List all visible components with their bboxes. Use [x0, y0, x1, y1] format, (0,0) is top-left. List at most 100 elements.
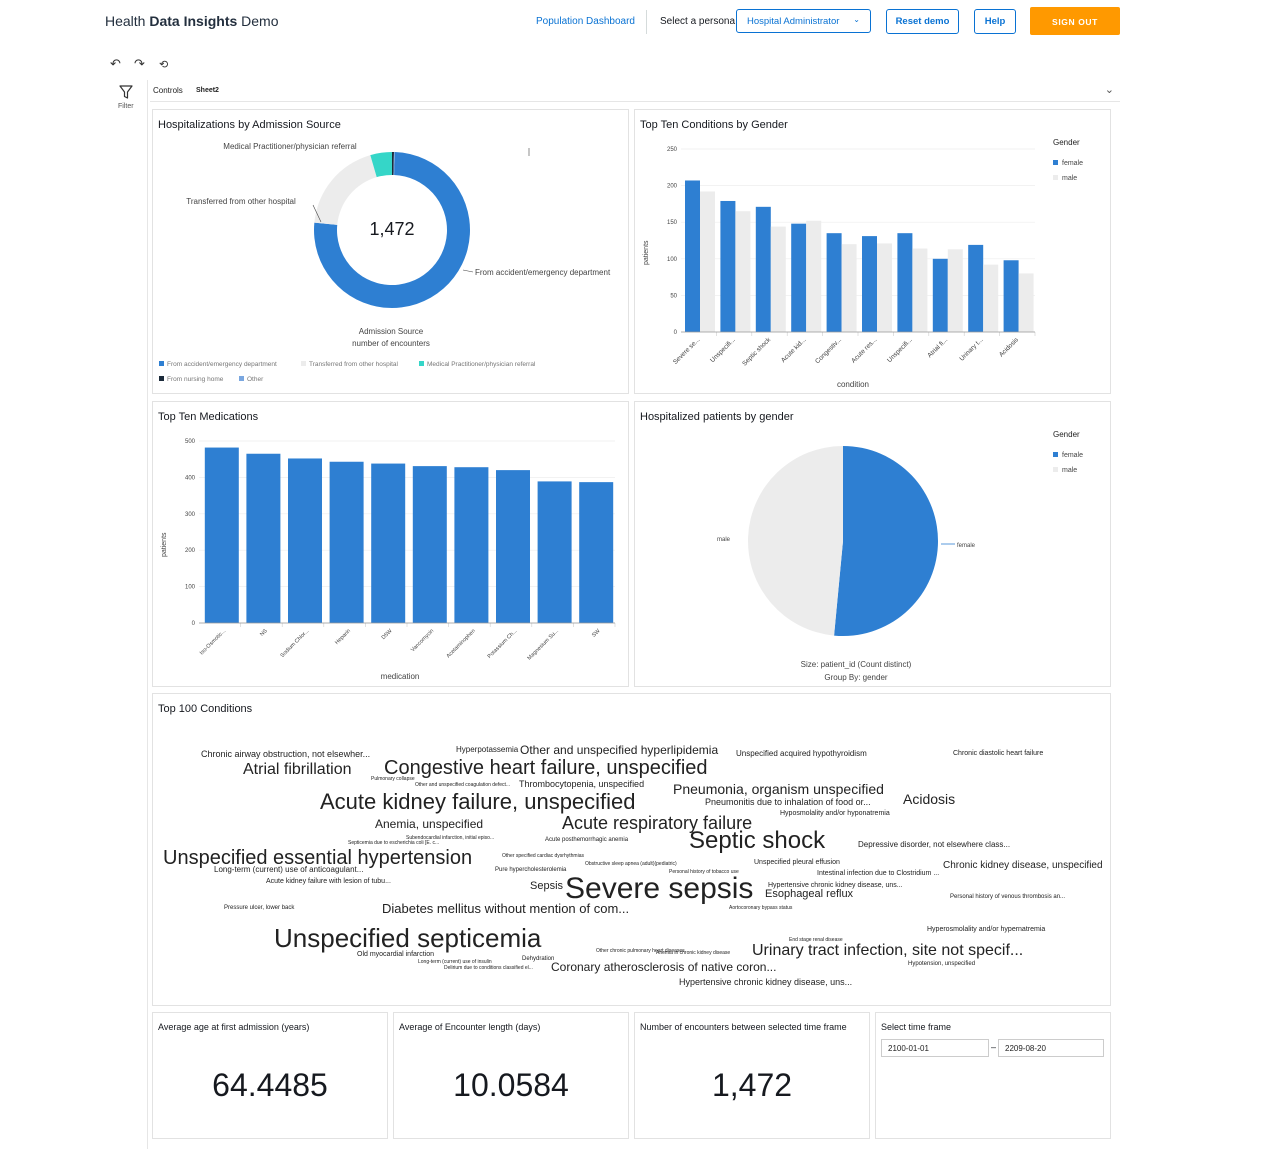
bar-female[interactable] [968, 244, 984, 332]
bar-female[interactable] [897, 233, 913, 332]
word-cloud-term[interactable]: Delirium due to conditions classified el… [444, 965, 533, 971]
medication-bar[interactable] [246, 453, 281, 623]
bar-female[interactable] [1003, 260, 1019, 332]
bar-male[interactable] [770, 226, 786, 332]
start-date-field[interactable]: 2100-01-01 [881, 1039, 989, 1057]
bar-female[interactable] [932, 258, 948, 332]
word-cloud-term[interactable]: Septic shock [689, 827, 826, 854]
donut-slice[interactable] [314, 155, 377, 225]
word-cloud-term[interactable]: Subendocardial infarction, initial episo… [406, 835, 495, 841]
bar-female[interactable] [755, 206, 771, 332]
redo-icon[interactable]: ↷ [134, 56, 145, 71]
medication-bar[interactable] [496, 470, 530, 623]
medication-bar[interactable] [454, 467, 489, 623]
word-cloud-term[interactable]: Hypertensive chronic kidney disease, uns… [679, 977, 853, 987]
word-cloud-term[interactable]: Diabetes mellitus without mention of com… [382, 901, 630, 916]
word-cloud-term[interactable]: Unspecified essential hypertension [163, 847, 473, 869]
word-cloud-term[interactable]: Urinary tract infection, site not specif… [752, 942, 1024, 959]
bar-male[interactable] [983, 264, 999, 332]
donut-slice[interactable] [370, 152, 392, 178]
bar-male[interactable] [1018, 273, 1034, 332]
bar-female[interactable] [862, 236, 877, 332]
filter-icon[interactable] [118, 84, 134, 100]
persona-select[interactable]: Hospital Administrator ⌄ [736, 9, 871, 33]
word-cloud-term[interactable]: Personal history of tobacco use [669, 869, 739, 875]
word-cloud-term[interactable]: Hyperosmolality and/or hypernatremia [927, 926, 1046, 933]
word-cloud-term[interactable]: Acute kidney failure with lesion of tubu… [266, 878, 391, 885]
medication-bar[interactable] [329, 461, 364, 623]
word-cloud-term[interactable]: Acidosis [903, 791, 956, 807]
donut-slice[interactable] [392, 152, 394, 176]
medication-bar[interactable] [537, 481, 572, 623]
word-cloud-term[interactable]: Hypotension, unspecified [908, 961, 976, 967]
word-cloud-term[interactable]: Unspecified pleural effusion [754, 859, 840, 866]
word-cloud-term[interactable]: Old myocardial infarction [357, 951, 435, 958]
word-cloud-term[interactable]: Other and unspecified hyperlipidemia [520, 743, 719, 757]
word-cloud-term[interactable]: Pulmonary collapse [371, 776, 415, 782]
reset-demo-button[interactable]: Reset demo [886, 9, 959, 34]
word-cloud-term[interactable]: Anemia in chronic kidney disease [656, 950, 731, 956]
word-cloud-term[interactable]: Unspecified septicemia [274, 923, 542, 953]
undo-icon[interactable]: ↶ [110, 56, 121, 71]
word-cloud-term[interactable]: Thrombocytopenia, unspecified [519, 779, 645, 789]
word-cloud-term[interactable]: Congestive heart failure, unspecified [384, 757, 708, 779]
word-cloud-term[interactable]: Sepsis [530, 880, 564, 892]
word-cloud-term[interactable]: Personal history of venous thrombosis an… [950, 894, 1066, 900]
word-cloud-term[interactable]: Dehydration [522, 956, 555, 962]
tab-controls[interactable]: Controls [153, 86, 183, 95]
tab-sheet2[interactable]: Sheet2 [196, 87, 219, 94]
word-cloud-term[interactable]: Chronic kidney disease, unspecified [943, 860, 1103, 871]
population-dashboard-link[interactable]: Population Dashboard [536, 16, 635, 27]
bar-male[interactable] [700, 191, 715, 332]
word-cloud-term[interactable]: Pneumonia, organism unspecified [673, 781, 884, 797]
word-cloud-term[interactable]: Pressure ulcer, lower back [224, 905, 295, 911]
word-cloud-term[interactable]: End stage renal disease [789, 937, 843, 943]
word-cloud-term[interactable]: Depressive disorder, not elsewhere class… [858, 840, 1011, 849]
word-cloud-term[interactable]: Septicemia due to escherichia coli [E. c… [348, 840, 440, 846]
word-cloud-term[interactable]: Other and unspecified coagulation defect… [415, 782, 511, 788]
word-cloud-term[interactable]: Intestinal infection due to Clostridium … [817, 870, 940, 877]
word-cloud-term[interactable]: Hyperpotassemia [456, 745, 519, 754]
word-cloud-term[interactable]: Esophageal reflux [765, 888, 854, 900]
word-cloud-term[interactable]: Pneumonitis due to inhalation of food or… [705, 797, 871, 807]
bar-male[interactable] [947, 249, 963, 332]
word-cloud-term[interactable]: Long-term (current) use of anticoagulant… [214, 865, 364, 874]
word-cloud-term[interactable]: Acute posthemorrhagic anemia [545, 837, 629, 843]
word-cloud-term[interactable]: Obstructive sleep apnea (adult)(pediatri… [585, 861, 677, 867]
donut-slice[interactable] [314, 152, 470, 308]
word-cloud-term[interactable]: Other specified cardiac dysrhythmias [502, 853, 584, 859]
end-date-field[interactable]: 2209-08-20 [998, 1039, 1104, 1057]
word-cloud-term[interactable]: Long-term (current) use of insulin [418, 959, 492, 965]
bar-female[interactable] [685, 180, 700, 332]
word-cloud-term[interactable]: Hypertensive chronic kidney disease, uns… [768, 882, 903, 889]
word-cloud-term[interactable]: Coronary atherosclerosis of native coron… [551, 960, 777, 974]
word-cloud-term[interactable]: Chronic airway obstruction, not elsewher… [201, 749, 371, 759]
bar-male[interactable] [735, 211, 751, 332]
medication-bar[interactable] [371, 463, 406, 623]
word-cloud-term[interactable]: Severe sepsis [565, 872, 754, 905]
pie-slice-male[interactable] [747, 446, 843, 636]
bar-male[interactable] [877, 243, 892, 332]
word-cloud-term[interactable]: Hyposmolality and/or hyponatremia [780, 810, 890, 817]
bar-male[interactable] [841, 244, 857, 332]
pie-slice-female[interactable] [834, 446, 938, 636]
word-cloud-term[interactable]: Other chronic pulmonary heart diseases [596, 948, 685, 954]
help-button[interactable]: Help [974, 9, 1016, 34]
medication-bar[interactable] [579, 482, 614, 623]
medication-bar[interactable] [204, 447, 239, 623]
word-cloud-term[interactable]: Anemia, unspecified [375, 817, 484, 831]
bar-female[interactable] [791, 223, 807, 332]
word-cloud-term[interactable]: Acute kidney failure, unspecified [320, 789, 636, 814]
medication-bar[interactable] [412, 466, 447, 623]
medication-bar[interactable] [288, 458, 322, 623]
reset-icon[interactable]: ⟲ [159, 59, 169, 71]
word-cloud-term[interactable]: Aortocoronary bypass status [729, 905, 793, 911]
collapse-chevron-icon[interactable]: ⌄ [1104, 84, 1114, 96]
word-cloud-term[interactable]: Chronic diastolic heart failure [953, 750, 1044, 757]
bar-male[interactable] [912, 248, 928, 332]
bar-female[interactable] [720, 200, 736, 332]
word-cloud-term[interactable]: Pure hypercholesterolemia [495, 867, 567, 873]
bar-female[interactable] [826, 233, 842, 332]
bar-male[interactable] [806, 220, 822, 332]
donut-slice[interactable] [393, 152, 395, 176]
